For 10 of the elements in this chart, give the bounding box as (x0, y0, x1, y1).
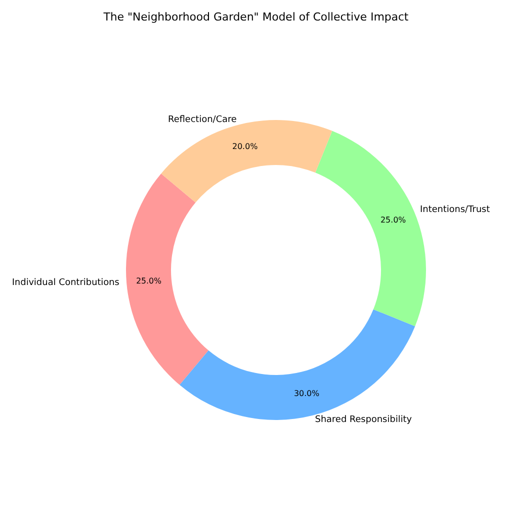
slice-label: Individual Contributions (12, 278, 120, 288)
data-label: 20.0% (232, 142, 258, 151)
data-label: 25.0% (380, 216, 406, 225)
donut-slice (126, 174, 209, 385)
slice-label: Intentions/Trust (420, 205, 490, 215)
data-label: 30.0% (294, 389, 320, 398)
data-label: 25.0% (136, 276, 162, 286)
chart-title: The "Neighborhood Garden" Model of Collective Impact (102, 10, 410, 24)
slice-label: Shared Responsibility (315, 415, 412, 425)
slice-label: Reflection/Care (168, 115, 238, 125)
